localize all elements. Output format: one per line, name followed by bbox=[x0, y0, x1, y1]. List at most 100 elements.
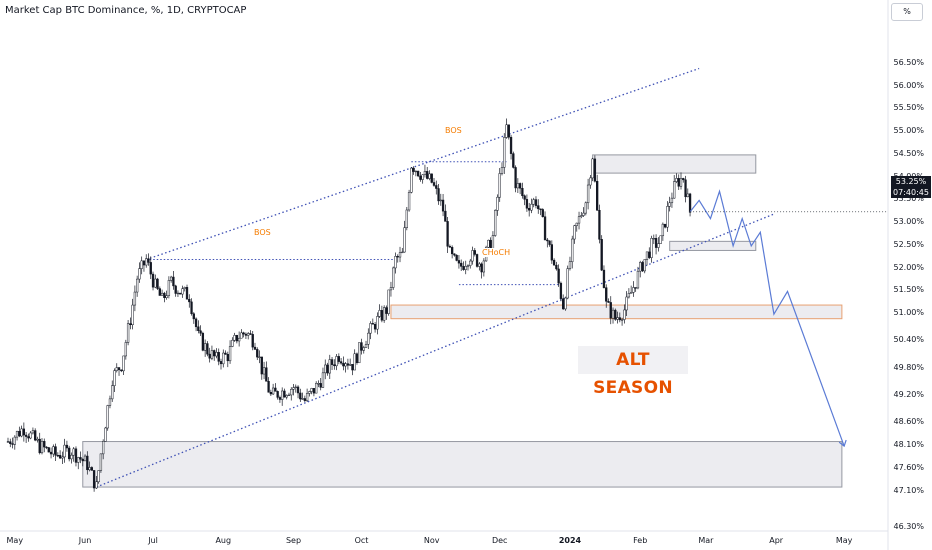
candle-body bbox=[423, 171, 427, 176]
candle-body bbox=[371, 323, 374, 325]
candle-body bbox=[416, 170, 420, 177]
candle-body bbox=[543, 216, 547, 241]
channel-upper-line bbox=[146, 67, 700, 261]
candle-body bbox=[197, 326, 200, 331]
y-tick-label: 53.50% bbox=[893, 194, 924, 204]
candle-body bbox=[31, 430, 35, 434]
candle-body bbox=[441, 199, 445, 212]
candle-body bbox=[385, 307, 388, 314]
candle-body bbox=[317, 383, 320, 385]
candle-body bbox=[616, 317, 619, 320]
candle-body bbox=[620, 319, 624, 321]
candle-body bbox=[444, 210, 447, 222]
candle-body bbox=[20, 428, 23, 437]
zone-box bbox=[82, 441, 843, 488]
candle-body bbox=[24, 434, 28, 437]
bar-countdown: 07:40:45 bbox=[893, 188, 929, 197]
projection-path bbox=[689, 189, 845, 447]
candle-body bbox=[534, 199, 538, 206]
x-tick-label: Aug bbox=[215, 536, 232, 545]
candle-body bbox=[673, 181, 676, 199]
candle-body bbox=[625, 296, 628, 311]
candle-body bbox=[645, 251, 649, 260]
candle-body bbox=[108, 398, 112, 406]
candle-body bbox=[539, 208, 542, 210]
candle-body bbox=[281, 390, 284, 400]
candle-body bbox=[99, 453, 103, 471]
candle-body bbox=[482, 260, 486, 273]
candle-body bbox=[335, 356, 338, 367]
candle-body bbox=[435, 185, 438, 189]
candle-body bbox=[353, 353, 356, 371]
candle-body bbox=[360, 342, 363, 351]
candle-body bbox=[373, 323, 377, 330]
candle-body bbox=[394, 256, 397, 269]
candle-body bbox=[523, 195, 526, 200]
candle-body bbox=[95, 481, 98, 489]
candle-body bbox=[688, 193, 692, 213]
candle-body bbox=[632, 287, 635, 293]
choch-label: CHoCH bbox=[480, 248, 513, 257]
candle-body bbox=[172, 276, 175, 287]
candle-body bbox=[630, 292, 633, 294]
candle-body bbox=[636, 270, 640, 289]
candle-body bbox=[405, 209, 408, 228]
candle-body bbox=[83, 455, 87, 462]
candle-body bbox=[90, 467, 93, 471]
candle-body bbox=[40, 441, 44, 454]
bos-label-upper: BOS bbox=[443, 126, 464, 135]
candle-body bbox=[131, 304, 134, 325]
candle-body bbox=[140, 260, 143, 269]
candle-body bbox=[448, 246, 452, 248]
candle-body bbox=[457, 260, 461, 264]
axis-unit-button[interactable]: % bbox=[891, 3, 923, 21]
candle-body bbox=[419, 175, 422, 180]
candle-body bbox=[49, 451, 53, 455]
candle-body bbox=[609, 302, 612, 319]
candle-body bbox=[176, 292, 180, 295]
candle-body bbox=[299, 392, 302, 400]
candle-body bbox=[149, 262, 152, 275]
candle-body bbox=[480, 263, 483, 273]
candle-body bbox=[593, 158, 597, 182]
candle-body bbox=[498, 173, 501, 198]
candle-body bbox=[321, 372, 325, 388]
candle-body bbox=[256, 349, 259, 358]
candle-body bbox=[396, 256, 399, 258]
candle-body bbox=[86, 455, 89, 471]
candle-body bbox=[6, 441, 10, 443]
candle-body bbox=[58, 455, 62, 459]
candle-body bbox=[231, 339, 234, 347]
candle-body bbox=[663, 223, 667, 228]
candle-body bbox=[548, 240, 551, 245]
candle-body bbox=[453, 253, 456, 256]
x-tick-label: 2024 bbox=[558, 536, 582, 545]
candle-body bbox=[188, 298, 191, 303]
candle-body bbox=[237, 337, 241, 342]
candle-body bbox=[389, 287, 393, 291]
candle-body bbox=[174, 285, 177, 294]
candle-body bbox=[503, 137, 506, 168]
candle-body bbox=[124, 342, 127, 357]
candle-body bbox=[208, 353, 211, 359]
x-tick-label: May bbox=[835, 536, 853, 545]
candle-body bbox=[344, 363, 347, 367]
candle-body bbox=[74, 448, 78, 463]
candle-body bbox=[682, 178, 685, 181]
candle-body bbox=[333, 364, 336, 367]
candle-body bbox=[326, 364, 329, 374]
candle-body bbox=[530, 203, 533, 211]
candle-body bbox=[378, 310, 381, 317]
candle-body bbox=[190, 301, 193, 314]
candle-body bbox=[686, 193, 689, 198]
candle-body bbox=[147, 258, 150, 263]
candle-body bbox=[568, 261, 572, 269]
y-tick-label: 46.30% bbox=[893, 522, 924, 531]
candle-body bbox=[650, 238, 653, 258]
candle-body bbox=[163, 292, 166, 298]
y-tick-label: 51.00% bbox=[893, 308, 924, 318]
candle-body bbox=[287, 394, 291, 396]
candle-body bbox=[602, 269, 606, 288]
channel-lower-line bbox=[96, 213, 775, 488]
